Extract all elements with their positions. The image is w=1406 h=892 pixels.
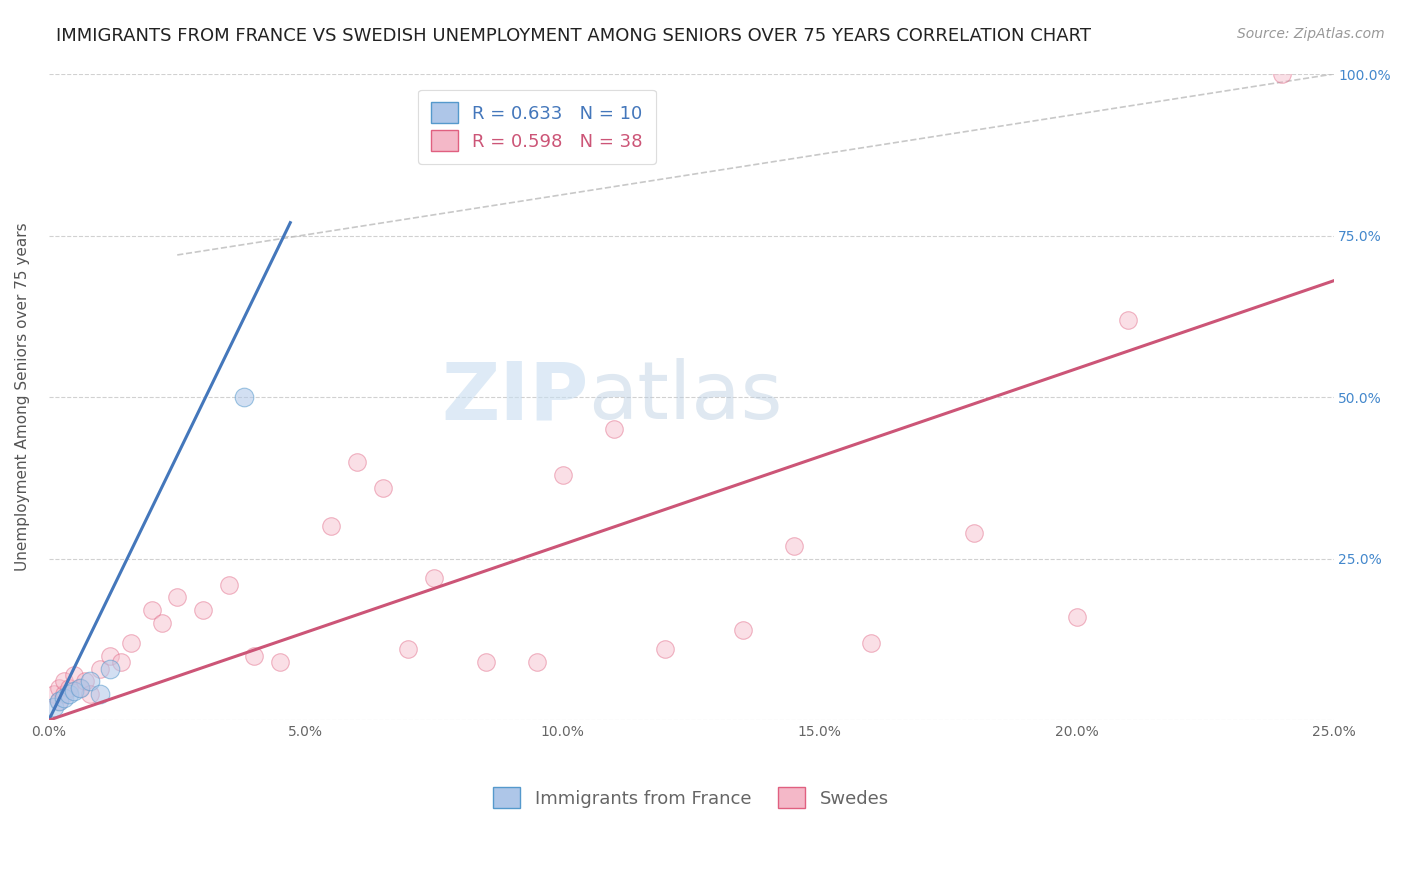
Point — [120, 636, 142, 650]
Point — [1066, 610, 1088, 624]
Point — [474, 655, 496, 669]
Text: ZIP: ZIP — [441, 358, 588, 436]
Point — [346, 455, 368, 469]
Point — [110, 655, 132, 669]
Point — [79, 674, 101, 689]
Point — [48, 694, 70, 708]
Point — [42, 700, 65, 714]
Point — [58, 681, 80, 695]
Point — [783, 539, 806, 553]
Point — [73, 674, 96, 689]
Point — [53, 674, 76, 689]
Point — [423, 571, 446, 585]
Point — [654, 642, 676, 657]
Point — [166, 591, 188, 605]
Point — [269, 655, 291, 669]
Point — [233, 390, 256, 404]
Point — [89, 687, 111, 701]
Point — [53, 687, 76, 701]
Point — [1271, 67, 1294, 81]
Point — [859, 636, 882, 650]
Point — [89, 661, 111, 675]
Point — [551, 467, 574, 482]
Point — [100, 661, 122, 675]
Point — [141, 603, 163, 617]
Point — [526, 655, 548, 669]
Point — [42, 687, 65, 701]
Point — [321, 519, 343, 533]
Point — [371, 481, 394, 495]
Text: Source: ZipAtlas.com: Source: ZipAtlas.com — [1237, 27, 1385, 41]
Point — [100, 648, 122, 663]
Text: atlas: atlas — [588, 358, 783, 436]
Y-axis label: Unemployment Among Seniors over 75 years: Unemployment Among Seniors over 75 years — [15, 223, 30, 572]
Point — [218, 577, 240, 591]
Point — [963, 525, 986, 540]
Legend: Immigrants from France, Swedes: Immigrants from France, Swedes — [481, 774, 901, 821]
Point — [69, 681, 91, 695]
Point — [243, 648, 266, 663]
Point — [1116, 312, 1139, 326]
Point — [191, 603, 214, 617]
Point — [731, 623, 754, 637]
Point — [398, 642, 420, 657]
Point — [150, 616, 173, 631]
Point — [48, 694, 70, 708]
Point — [603, 422, 626, 436]
Point — [53, 690, 76, 705]
Text: IMMIGRANTS FROM FRANCE VS SWEDISH UNEMPLOYMENT AMONG SENIORS OVER 75 YEARS CORRE: IMMIGRANTS FROM FRANCE VS SWEDISH UNEMPL… — [56, 27, 1091, 45]
Point — [63, 668, 86, 682]
Point — [69, 681, 91, 695]
Point — [58, 687, 80, 701]
Point — [79, 687, 101, 701]
Point — [48, 681, 70, 695]
Point — [63, 684, 86, 698]
